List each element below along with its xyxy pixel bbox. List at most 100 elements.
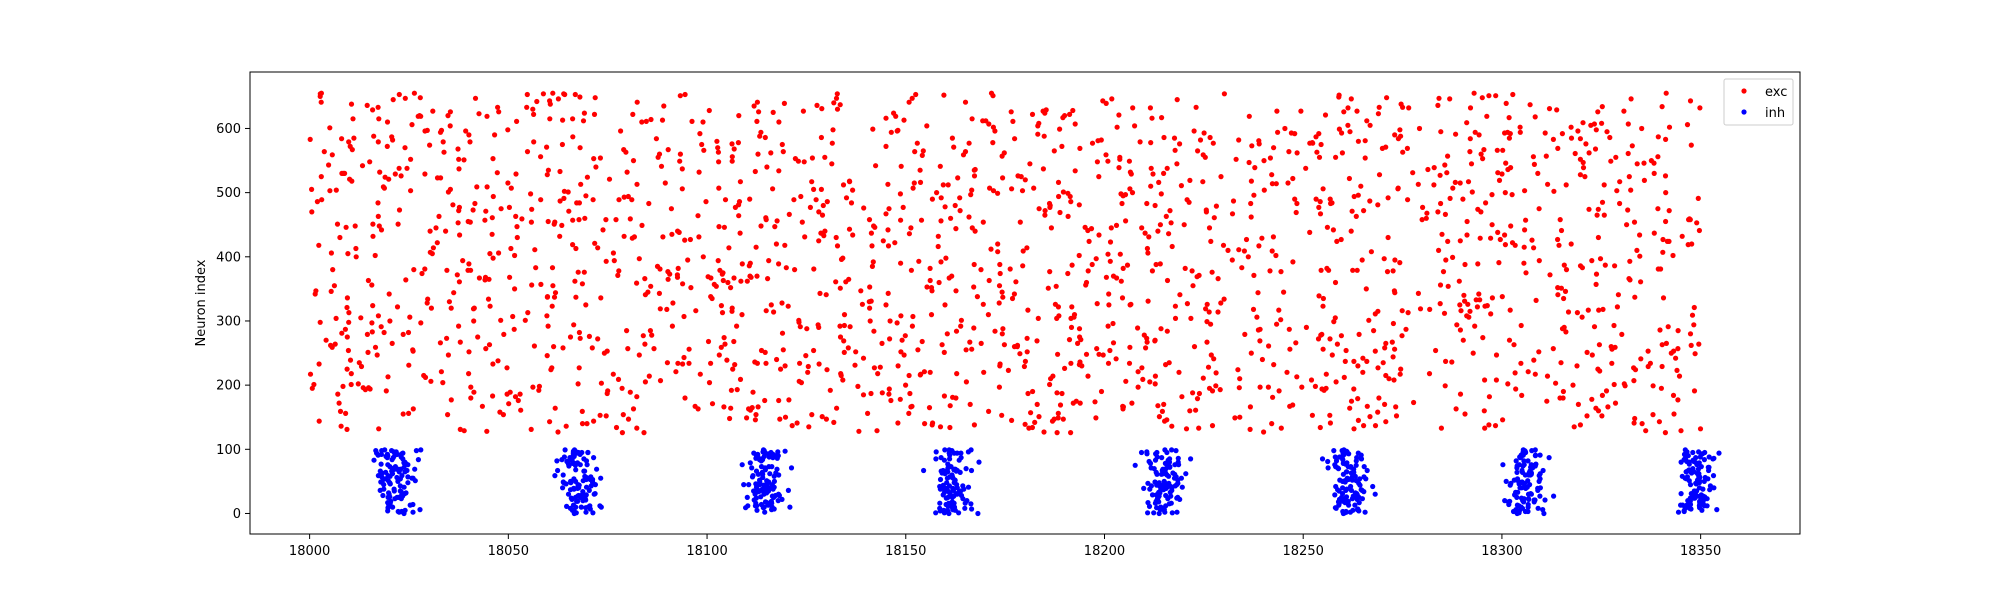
spike-point-inh [1678, 491, 1684, 497]
spike-point-exc [786, 397, 792, 403]
spike-point-exc [385, 374, 391, 380]
spike-point-inh [942, 468, 949, 474]
spike-point-exc [1650, 383, 1656, 389]
legend-label-inh: inh [1765, 106, 1785, 121]
spike-point-exc [716, 159, 722, 165]
spike-point-exc [922, 421, 928, 427]
spike-point-exc [1148, 140, 1154, 146]
spike-point-exc [1201, 130, 1207, 136]
spike-point-exc [1601, 182, 1607, 188]
spike-point-exc [1271, 145, 1277, 151]
spike-point-exc [824, 367, 830, 373]
spike-point-exc [367, 159, 373, 165]
spike-point-exc [1689, 241, 1695, 247]
spike-point-inh [1163, 492, 1169, 499]
spike-point-inh [1349, 477, 1355, 483]
spike-point-exc [381, 185, 387, 191]
spike-point-exc [699, 141, 705, 148]
spike-point-exc [483, 208, 489, 214]
spike-point-inh [1162, 447, 1168, 453]
spike-point-exc [798, 380, 805, 386]
spike-point-exc [1659, 363, 1665, 370]
spike-point-exc [954, 371, 960, 377]
spike-point-exc [906, 99, 912, 105]
spike-point-exc [1663, 190, 1669, 196]
spike-point-inh [1172, 462, 1178, 468]
spike-point-exc [616, 268, 622, 274]
spike-point-exc [545, 218, 551, 225]
spike-point-inh [1176, 462, 1182, 468]
spike-point-exc [1376, 172, 1383, 178]
spike-point-exc [1322, 112, 1329, 118]
spike-point-exc [1236, 385, 1242, 391]
spike-point-exc [1193, 104, 1199, 110]
spike-point-exc [715, 149, 722, 155]
spike-point-exc [661, 103, 667, 109]
spike-point-exc [1602, 262, 1608, 268]
spike-point-exc [1035, 123, 1041, 129]
spike-point-exc [1106, 302, 1112, 308]
spike-point-exc [719, 310, 726, 316]
spike-point-inh [1174, 482, 1180, 488]
spike-point-exc [316, 418, 322, 424]
spike-point-exc [454, 272, 460, 278]
spike-point-exc [573, 245, 579, 252]
spike-point-exc [375, 200, 381, 206]
spike-point-inh [1358, 456, 1365, 462]
spike-point-exc [375, 213, 381, 219]
spike-point-exc [345, 347, 351, 354]
spike-point-inh [1336, 501, 1342, 507]
spike-point-inh [747, 460, 753, 466]
spike-point-inh [746, 482, 752, 488]
spike-point-inh [1500, 462, 1506, 468]
spike-point-exc [1085, 373, 1091, 379]
spike-point-exc [1100, 352, 1106, 358]
spike-point-exc [396, 91, 402, 98]
spike-point-exc [871, 328, 877, 334]
spike-point-exc [1208, 321, 1214, 327]
spike-point-inh [1525, 501, 1531, 508]
spike-point-inh [1168, 483, 1174, 490]
spike-point-exc [1375, 308, 1381, 314]
spike-point-exc [372, 252, 378, 259]
spike-point-exc [1140, 376, 1146, 382]
spike-point-inh [590, 480, 596, 486]
spike-point-exc [382, 174, 388, 180]
spike-point-exc [1329, 352, 1335, 358]
spike-point-inh [401, 460, 407, 466]
spike-point-exc [1156, 179, 1162, 185]
spike-point-exc [1066, 337, 1073, 343]
spike-point-exc [1531, 357, 1537, 363]
spike-point-exc [1555, 145, 1561, 151]
spike-point-exc [868, 390, 874, 397]
legend-marker-exc [1741, 88, 1747, 94]
y-tick-label: 300 [216, 314, 241, 329]
spike-point-inh [753, 500, 759, 506]
spike-point-exc [1247, 426, 1253, 432]
spike-point-exc [927, 265, 933, 271]
spike-point-exc [1022, 421, 1028, 427]
spike-point-exc [1116, 165, 1122, 171]
spike-point-exc [1135, 384, 1141, 390]
spike-point-exc [1077, 334, 1083, 340]
spike-point-exc [1309, 412, 1315, 418]
spike-point-exc [1339, 130, 1345, 136]
spike-point-exc [1577, 172, 1583, 178]
spike-point-exc [914, 140, 920, 146]
spike-point-exc [773, 241, 780, 247]
spike-point-exc [939, 342, 945, 348]
spike-point-exc [440, 380, 446, 386]
spike-point-exc [565, 189, 571, 195]
spike-point-inh [782, 448, 788, 454]
spike-point-inh [568, 480, 574, 486]
spike-point-inh [380, 492, 386, 499]
spike-point-exc [479, 403, 485, 409]
spike-point-exc [1489, 295, 1495, 301]
spike-point-exc [365, 349, 371, 355]
spike-point-exc [869, 263, 876, 269]
spike-point-exc [1292, 196, 1298, 202]
spike-point-exc [1383, 340, 1389, 346]
spike-point-exc [1237, 376, 1243, 382]
spike-point-inh [1178, 475, 1184, 481]
spike-point-exc [658, 163, 665, 169]
